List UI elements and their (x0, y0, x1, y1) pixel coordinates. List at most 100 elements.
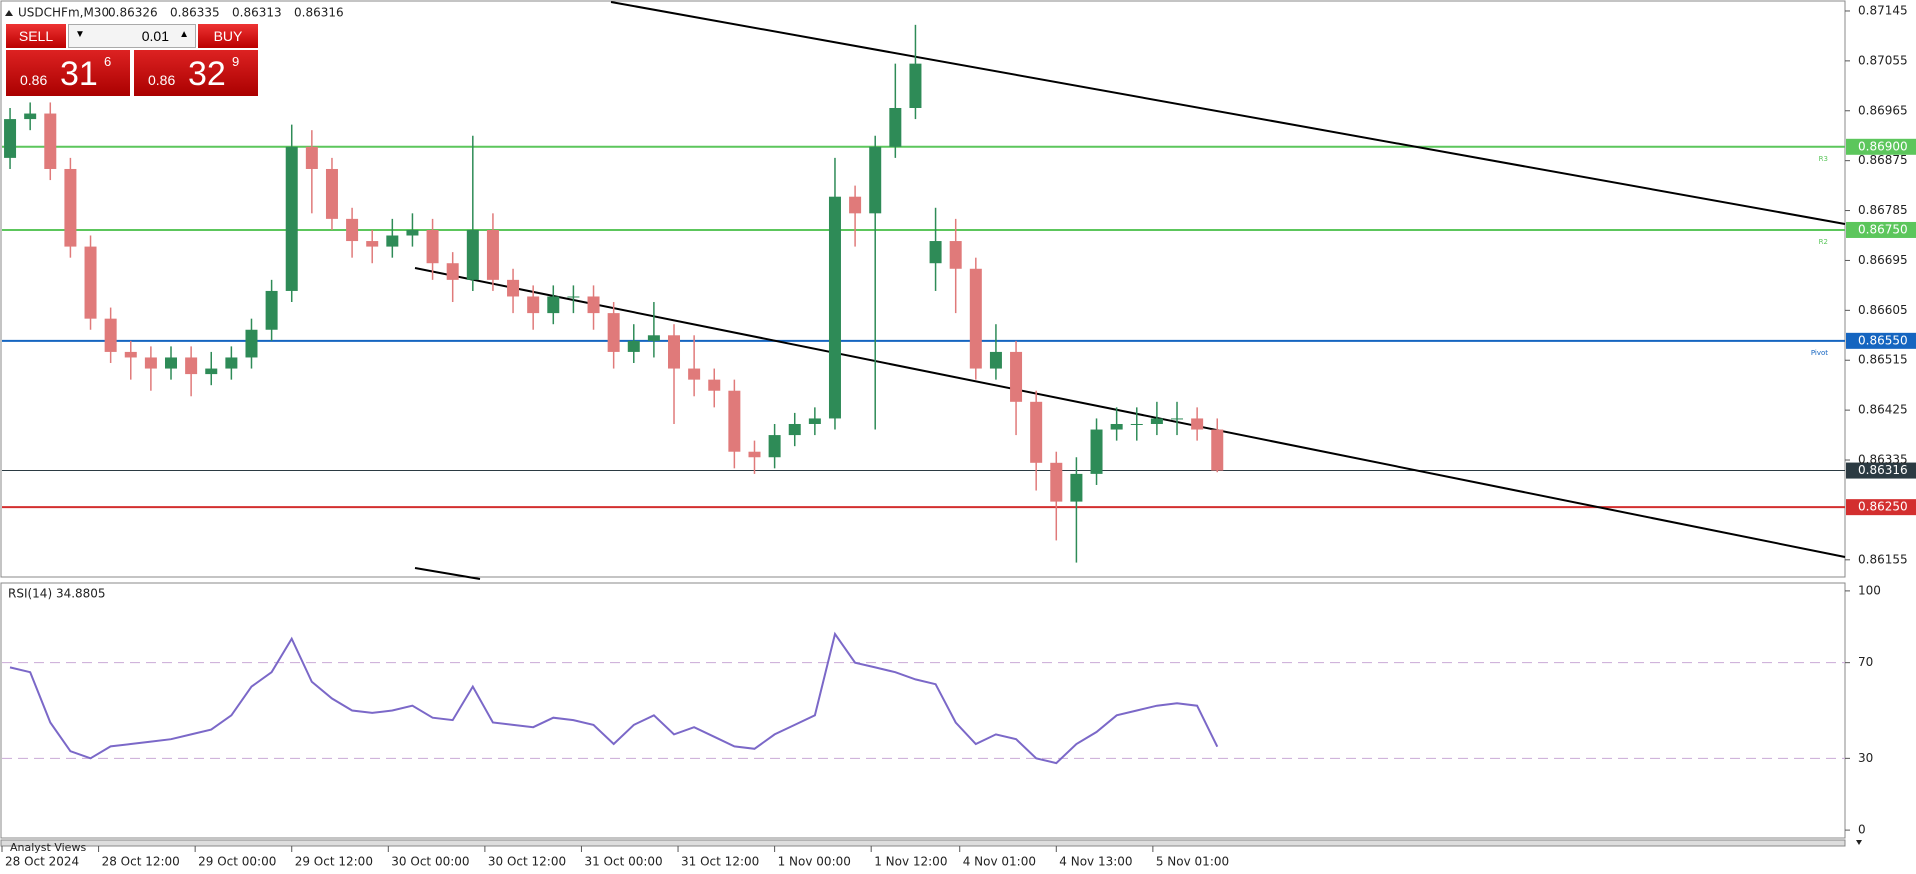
candle-body (325, 168, 338, 219)
candle-body (225, 357, 238, 369)
level-tag (1846, 499, 1916, 516)
level-name: R2 (1819, 238, 1828, 246)
ask-big: 0.86 (148, 72, 176, 88)
rsi-tick-label: 0 (1858, 823, 1866, 837)
rsi-tick-label: 100 (1858, 583, 1881, 597)
sell-button[interactable]: SELL (6, 24, 66, 48)
candle-body (889, 107, 902, 147)
y-tick-label: 0.86155 (1858, 552, 1908, 566)
level-tag (1846, 138, 1916, 155)
trade-panel: SELL ▼ 0.01 ▲ BUY 0.86 31 6 0.86 32 9 (6, 24, 258, 96)
candle-body (1110, 423, 1123, 430)
level-label: 0.86250 (1858, 500, 1908, 514)
candle-body (728, 390, 741, 452)
candle-body (567, 296, 580, 298)
candle-body (466, 229, 479, 280)
candle-body (547, 296, 560, 314)
x-tick-label: 29 Oct 12:00 (295, 855, 373, 869)
trendline[interactable] (414, 567, 481, 580)
ask-frac: 9 (232, 54, 240, 69)
candle-body (909, 63, 922, 108)
rsi-title: RSI(14) 34.8805 (8, 587, 106, 601)
x-tick-label: 1 Nov 00:00 (778, 855, 851, 869)
levels: 0.86900 R3 0.86750 R2 0.86550 Pivot 0.86250 0.8… (2, 138, 1916, 516)
candle-body (4, 119, 17, 158)
x-tick-label: 31 Oct 00:00 (584, 855, 662, 869)
candle-body (849, 196, 862, 214)
y-tick-label: 0.87145 (1858, 3, 1908, 17)
lot-size[interactable]: 0.01 (141, 28, 169, 44)
level-name: Pivot (1811, 349, 1828, 357)
main-frame (0, 0, 1846, 578)
candle-body (185, 357, 198, 375)
candle-body (527, 296, 540, 314)
candle-body (1211, 429, 1224, 471)
x-tick-label: 31 Oct 12:00 (681, 855, 759, 869)
level-name: R3 (1819, 155, 1828, 163)
candle-body (64, 168, 77, 247)
y-tick-label: 0.86785 (1858, 203, 1908, 217)
candle-body (788, 423, 801, 436)
candle-body (1130, 423, 1143, 425)
candle-body (969, 268, 982, 369)
x-tick-label: 30 Oct 00:00 (391, 855, 469, 869)
quote-value: 0.86313 (232, 6, 282, 20)
x-tick-label: 5 Nov 01:00 (1156, 855, 1229, 869)
candle-body (1150, 418, 1163, 424)
candles (4, 24, 1224, 563)
candle-body (386, 235, 399, 247)
candle-body (808, 418, 821, 424)
chart-title: USDCHFm,M30 (18, 6, 109, 20)
rsi-line (9, 631, 1219, 765)
candle-body (1030, 401, 1043, 463)
level-label: 0.86750 (1858, 222, 1908, 236)
tab-label[interactable]: Analyst Views (10, 841, 86, 854)
candle-body (44, 113, 57, 169)
trendline[interactable] (414, 267, 1846, 558)
ask-pips: 32 (188, 55, 226, 93)
candle-body (265, 290, 278, 330)
candle-body (587, 296, 600, 314)
candle-body (688, 368, 701, 380)
candle-body (607, 313, 620, 352)
candle-body (1191, 418, 1204, 430)
y-tick-label: 0.86515 (1858, 353, 1908, 367)
level-tag (1846, 462, 1916, 479)
y-tick-label: 0.86425 (1858, 403, 1908, 417)
candle-body (627, 340, 640, 352)
candle-body (486, 229, 499, 280)
candle-body (668, 335, 681, 369)
y-tick-label: 0.86875 (1858, 153, 1908, 167)
lot-box[interactable]: ▼ 0.01 ▲ (68, 24, 196, 48)
bid-frac: 6 (104, 54, 112, 69)
candle-body (869, 146, 882, 214)
bid-big: 0.86 (20, 72, 48, 88)
x-tick-label: 4 Nov 13:00 (1059, 855, 1132, 869)
quote-value: 0.86326 (108, 6, 158, 20)
candle-body (165, 357, 178, 369)
bid-price[interactable]: 0.86 31 6 (6, 50, 130, 96)
quote-value: 0.86335 (170, 6, 220, 20)
x-tick-label: 1 Nov 12:00 (874, 855, 947, 869)
candle-body (1050, 462, 1063, 502)
candle-body (828, 196, 841, 419)
level-label: 0.86900 (1858, 139, 1908, 153)
collapse-icon[interactable] (5, 10, 13, 16)
candle-body (768, 435, 781, 458)
candle-body (507, 279, 520, 297)
candle-body (929, 241, 942, 264)
bid-pips: 31 (60, 55, 98, 93)
rsi-tick-label: 70 (1858, 655, 1873, 669)
scroll-icon[interactable] (1856, 840, 1862, 845)
candle-body (366, 241, 379, 247)
trendline[interactable] (610, 1, 1846, 225)
candle-body (1010, 351, 1023, 402)
candle-body (104, 318, 117, 352)
x-tick-label: 4 Nov 01:00 (963, 855, 1036, 869)
ask-price[interactable]: 0.86 32 9 (134, 50, 258, 96)
candle-body (124, 351, 137, 358)
buy-button[interactable]: BUY (198, 24, 258, 48)
tab-bar (0, 839, 1846, 847)
x-tick-label: 29 Oct 00:00 (198, 855, 276, 869)
candle-body (426, 229, 439, 264)
